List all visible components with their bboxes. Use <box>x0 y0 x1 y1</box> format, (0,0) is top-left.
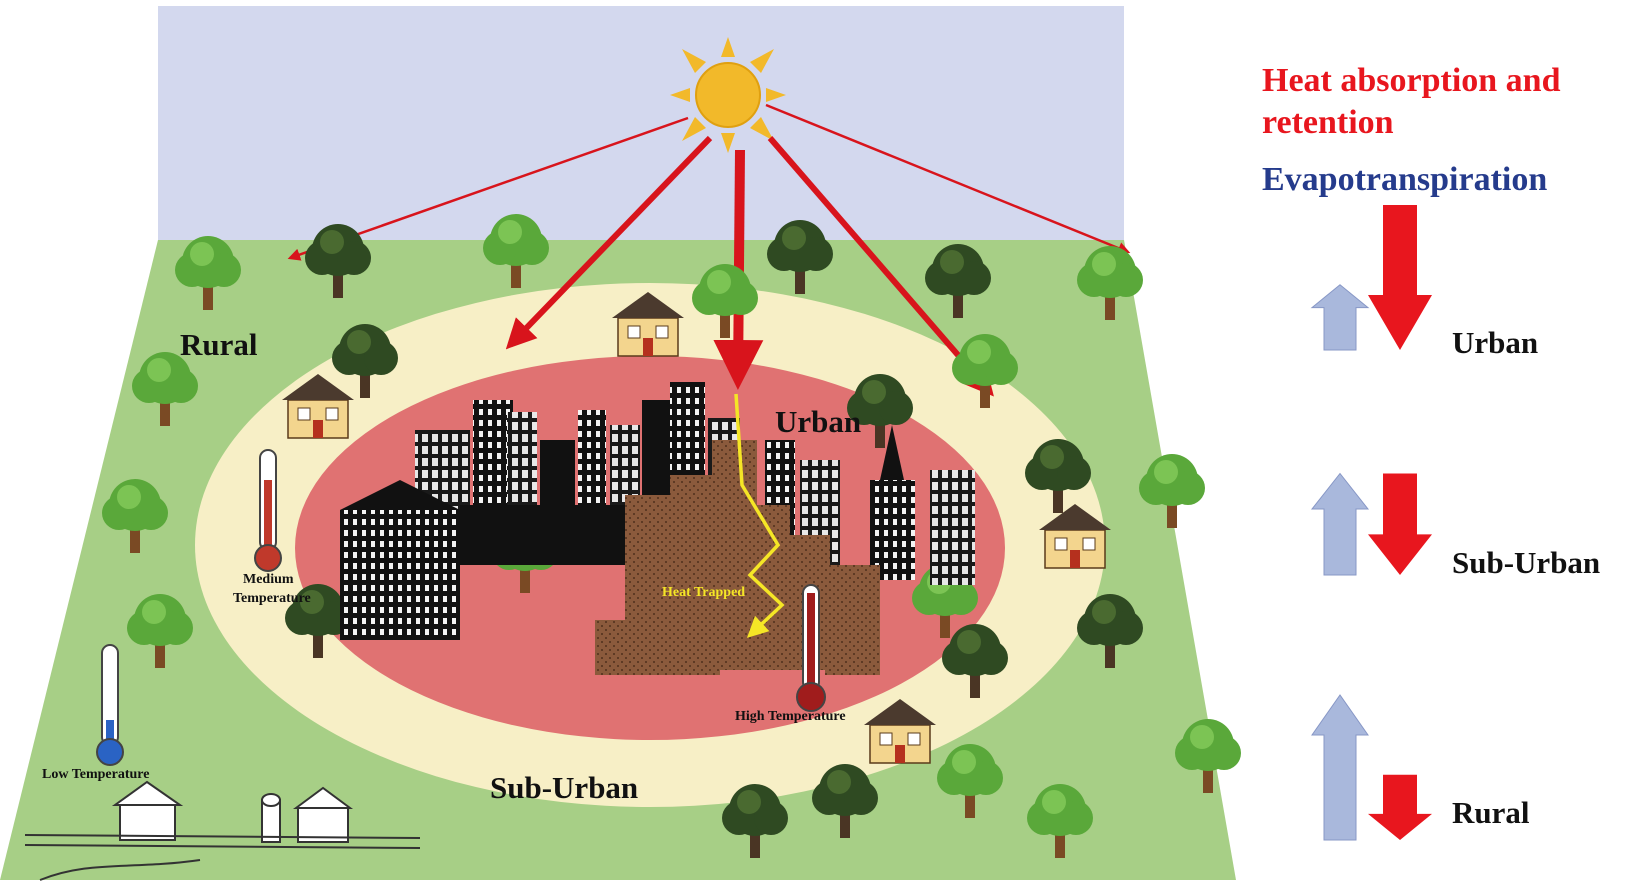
tree-icon <box>1175 719 1241 793</box>
tree-icon <box>942 624 1008 698</box>
tree-icon <box>127 594 193 668</box>
farm-scene <box>24 780 421 881</box>
label-suburban: Sub-Urban <box>490 770 638 805</box>
tree-icon <box>767 220 833 294</box>
tree-icon <box>102 479 168 553</box>
thermometer-medium-icon <box>254 449 282 572</box>
evapotranspiration-arrow-up <box>1310 472 1370 576</box>
sun-icon <box>670 37 786 153</box>
tree-icon <box>812 764 878 838</box>
evapotranspiration-arrow-up <box>1310 284 1370 351</box>
evapotranspiration-arrow-up <box>1311 694 1369 841</box>
tree-icon <box>925 244 991 318</box>
tree-icon <box>1139 454 1205 528</box>
label-rural: Rural <box>180 327 258 362</box>
row-label-suburban: Sub-Urban <box>1452 545 1601 580</box>
heat-arrow-down <box>1368 205 1432 350</box>
tree-icon <box>692 264 758 338</box>
houses <box>282 292 1111 764</box>
brick-buildings <box>595 440 880 675</box>
sun-rays <box>287 103 1131 397</box>
heat-arrow-down <box>1368 473 1432 575</box>
thermometer-low-icon <box>96 644 124 766</box>
tree-icon <box>937 744 1003 818</box>
tree-icon <box>175 236 241 310</box>
heat-arrow-down <box>1368 774 1432 840</box>
label-medium-temperature-2: Temperature <box>233 591 311 606</box>
label-heat-trapped: Heat Trapped <box>662 585 745 600</box>
house-icon <box>1039 504 1111 569</box>
row-label-rural: Rural <box>1452 795 1530 830</box>
tree-icon <box>1077 594 1143 668</box>
tree-icon <box>1077 246 1143 320</box>
trees <box>102 214 1241 858</box>
thermometer-high-icon <box>796 584 826 712</box>
tree-icon <box>483 214 549 288</box>
legend-heat-label: Heat absorption and retention <box>1262 62 1561 141</box>
house-icon <box>864 699 936 764</box>
house-icon <box>612 292 684 357</box>
house-icon <box>282 374 354 439</box>
tree-icon <box>1027 784 1093 858</box>
sky <box>158 6 1124 242</box>
label-medium-temperature-1: Medium <box>243 572 294 587</box>
tree-icon <box>722 784 788 858</box>
tree-icon <box>952 334 1018 408</box>
label-low-temperature: Low Temperature <box>42 767 149 782</box>
tree-icon <box>332 324 398 398</box>
label-urban: Urban <box>775 404 861 439</box>
label-high-temperature: High Temperature <box>735 709 846 724</box>
tree-icon <box>305 224 371 298</box>
tree-icon <box>1025 439 1091 513</box>
tree-icon <box>847 374 913 448</box>
heat-trapped-arrow <box>734 393 785 638</box>
legend-evapotranspiration-label: Evapotranspiration <box>1262 161 1548 198</box>
comparison-arrows <box>1310 205 1432 841</box>
tree-icon <box>132 352 198 426</box>
row-label-urban: Urban <box>1452 325 1539 360</box>
